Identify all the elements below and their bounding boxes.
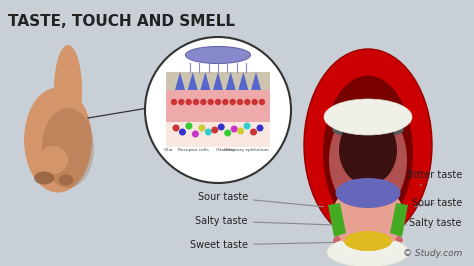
Circle shape <box>224 130 231 136</box>
Circle shape <box>179 128 186 135</box>
Ellipse shape <box>38 146 68 174</box>
Circle shape <box>211 127 218 134</box>
Ellipse shape <box>332 183 404 251</box>
Text: Sour taste: Sour taste <box>412 198 462 208</box>
Bar <box>166 72 270 90</box>
Polygon shape <box>238 72 248 90</box>
Ellipse shape <box>333 231 403 249</box>
Circle shape <box>222 99 228 105</box>
Text: Salty taste: Salty taste <box>406 218 462 228</box>
Polygon shape <box>251 72 261 90</box>
Circle shape <box>171 99 177 105</box>
Ellipse shape <box>336 178 401 208</box>
Circle shape <box>244 123 251 130</box>
Circle shape <box>259 99 265 105</box>
Circle shape <box>185 123 192 130</box>
Circle shape <box>198 124 205 131</box>
Ellipse shape <box>24 88 92 193</box>
Text: © Study.com: © Study.com <box>402 249 462 258</box>
Circle shape <box>200 99 207 105</box>
Ellipse shape <box>323 76 413 231</box>
Circle shape <box>185 99 192 105</box>
Circle shape <box>237 99 243 105</box>
Ellipse shape <box>332 122 404 138</box>
Ellipse shape <box>324 99 412 135</box>
Bar <box>166 122 270 147</box>
Ellipse shape <box>339 115 397 185</box>
Circle shape <box>145 37 291 183</box>
Circle shape <box>252 99 258 105</box>
Ellipse shape <box>327 237 409 266</box>
Text: Sour taste: Sour taste <box>198 192 323 207</box>
Circle shape <box>205 128 212 135</box>
Circle shape <box>192 131 199 138</box>
Circle shape <box>178 99 184 105</box>
Ellipse shape <box>185 47 250 64</box>
Circle shape <box>208 99 214 105</box>
Polygon shape <box>175 72 185 90</box>
Ellipse shape <box>329 105 407 215</box>
Ellipse shape <box>42 108 94 188</box>
Circle shape <box>231 126 237 132</box>
Polygon shape <box>188 72 198 90</box>
Polygon shape <box>328 203 346 237</box>
Circle shape <box>244 99 251 105</box>
Text: Sweet taste: Sweet taste <box>190 240 351 250</box>
Polygon shape <box>390 203 408 237</box>
Text: Olfactory epithelium: Olfactory epithelium <box>224 148 268 152</box>
Polygon shape <box>213 72 223 90</box>
Circle shape <box>256 124 264 131</box>
Circle shape <box>215 99 221 105</box>
Circle shape <box>237 127 244 135</box>
Ellipse shape <box>34 172 54 185</box>
Polygon shape <box>226 72 236 90</box>
Text: Cilia: Cilia <box>164 148 173 152</box>
Text: Salty taste: Salty taste <box>195 216 332 226</box>
Circle shape <box>218 123 225 131</box>
Text: TASTE, TOUCH AND SMELL: TASTE, TOUCH AND SMELL <box>8 14 235 29</box>
Text: Olfactory: Olfactory <box>216 148 236 152</box>
Circle shape <box>250 128 257 135</box>
Circle shape <box>173 124 180 131</box>
Ellipse shape <box>54 45 82 135</box>
Bar <box>166 90 270 122</box>
Ellipse shape <box>58 174 73 185</box>
Circle shape <box>193 99 199 105</box>
Text: Bitter taste: Bitter taste <box>407 170 462 185</box>
Ellipse shape <box>344 231 392 251</box>
Ellipse shape <box>304 49 432 241</box>
Polygon shape <box>201 72 210 90</box>
Circle shape <box>229 99 236 105</box>
Text: Receptor cells: Receptor cells <box>178 148 209 152</box>
